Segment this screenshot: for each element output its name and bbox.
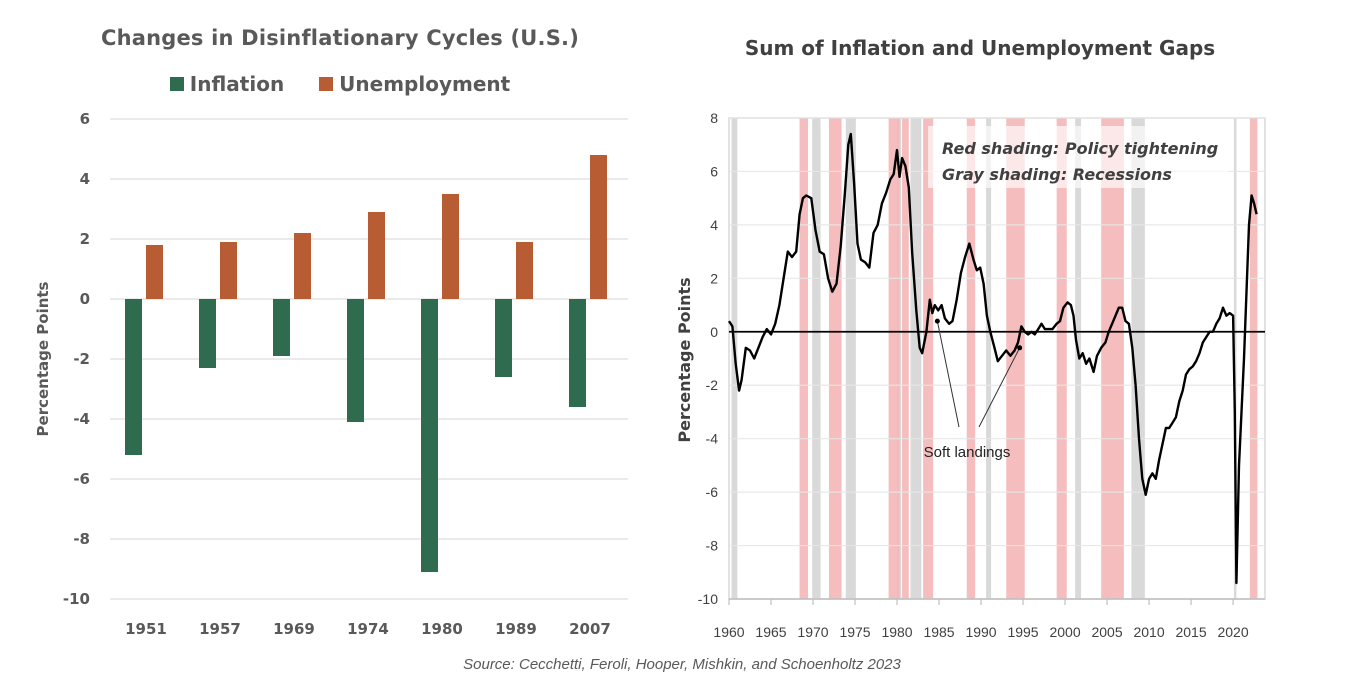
x-tick-label: 1951 xyxy=(125,620,167,638)
policy-tightening-band xyxy=(1056,118,1067,599)
recession-band xyxy=(986,118,992,599)
recession-band xyxy=(910,118,922,599)
recession-band xyxy=(812,118,821,599)
bar-unemployment-1957 xyxy=(220,242,237,299)
bar-unemployment-1980 xyxy=(442,194,459,299)
bar-inflation-1989 xyxy=(495,299,512,377)
x-tick-label: 1969 xyxy=(273,620,315,638)
policy-tightening-band xyxy=(828,118,842,599)
policy-tightening-band xyxy=(902,118,909,599)
y-tick-label: 0 xyxy=(710,324,718,340)
x-tick-label: 1975 xyxy=(839,624,870,640)
y-tick-label: 0 xyxy=(80,290,90,308)
x-tick-label: 1995 xyxy=(1007,624,1038,640)
y-tick-label: -6 xyxy=(73,470,90,488)
policy-tightening-band xyxy=(1249,118,1258,599)
x-tick-label: 2020 xyxy=(1217,624,1248,640)
policy-tightening-band xyxy=(923,118,934,599)
x-tick-label: 2010 xyxy=(1133,624,1164,640)
y-tick-label: 2 xyxy=(80,230,90,248)
legend-label-unemployment: Unemployment xyxy=(339,72,511,96)
legend-item-inflation: Inflation xyxy=(169,72,285,96)
y-tick-label: 6 xyxy=(80,110,90,128)
bar-inflation-1974 xyxy=(347,299,364,422)
right-chart-title: Sum of Inflation and Unemployment Gaps xyxy=(744,36,1216,60)
x-tick-label: 2000 xyxy=(1049,624,1080,640)
bar-unemployment-1969 xyxy=(294,233,311,299)
y-tick-label: 4 xyxy=(80,170,90,188)
bar-inflation-1969 xyxy=(273,299,290,356)
policy-tightening-band xyxy=(1006,118,1025,599)
left-chart-legend: Inflation Unemployment xyxy=(20,72,660,96)
x-tick-label: 2005 xyxy=(1091,624,1122,640)
x-tick-label: 1974 xyxy=(347,620,389,638)
x-tick-label: 1990 xyxy=(965,624,996,640)
y-tick-label: -2 xyxy=(706,377,719,393)
y-tick-label: 6 xyxy=(710,163,718,179)
policy-tightening-band xyxy=(888,118,900,599)
y-tick-label: -8 xyxy=(706,538,719,554)
policy-tightening-band xyxy=(1101,118,1124,599)
y-tick-label: -10 xyxy=(698,591,718,607)
x-tick-label: 2007 xyxy=(569,620,611,638)
legend-item-unemployment: Unemployment xyxy=(319,72,510,96)
y-axis-title: Percentage Points xyxy=(675,277,694,442)
x-tick-label: 1960 xyxy=(713,624,744,640)
y-tick-label: -4 xyxy=(73,410,90,428)
x-tick-label: 2015 xyxy=(1175,624,1206,640)
legend-swatch-unemployment xyxy=(319,77,334,91)
annotation-arrow xyxy=(936,320,960,428)
left-bar-chart: 6 4 2 0 -2 -4 -6 -8 -10 Percentage Points 1951 1957… xyxy=(34,110,628,638)
legend-swatch-inflation xyxy=(169,77,184,91)
bar-inflation-1951 xyxy=(125,299,142,455)
x-tick-label: 1985 xyxy=(923,624,954,640)
bar-inflation-1980 xyxy=(421,299,438,572)
policy-tightening-band xyxy=(966,118,976,599)
x-tick-label: 1989 xyxy=(495,620,537,638)
right-line-chart: 8 6 4 2 0 -2 -4 -6 -8 -10 Red shading: Policy tigh… xyxy=(675,110,1266,640)
bar-unemployment-1989 xyxy=(516,242,533,299)
y-tick-label: 8 xyxy=(710,110,718,126)
source-note: Source: Cecchetti, Feroli, Hooper, Mishk… xyxy=(463,656,901,673)
bar-unemployment-1974 xyxy=(368,212,385,299)
y-tick-label: -4 xyxy=(706,431,719,447)
y-tick-label: -6 xyxy=(706,484,719,500)
y-tick-label: 4 xyxy=(710,217,718,233)
annotation-arrow xyxy=(978,347,1021,428)
gap-sum-line xyxy=(727,132,1258,585)
bar-inflation-1957 xyxy=(199,299,216,368)
recession-band xyxy=(845,118,856,599)
bar-inflation-2007 xyxy=(569,299,586,407)
legend-note-box xyxy=(928,126,1228,188)
policy-tightening-band xyxy=(799,118,808,599)
shading-note: Gray shading: Recessions xyxy=(942,165,1172,184)
left-chart-title: Changes in Disinflationary Cycles (U.S.) xyxy=(100,26,580,50)
annotation-arrowhead xyxy=(1017,345,1023,351)
bar-unemployment-2007 xyxy=(590,155,607,299)
x-tick-label: 1970 xyxy=(797,624,828,640)
recession-band xyxy=(1233,118,1237,599)
x-tick-label: 1965 xyxy=(755,624,786,640)
shading-note: Red shading: Policy tightening xyxy=(942,139,1218,158)
bar-unemployment-1951 xyxy=(146,245,163,299)
legend-label-inflation: Inflation xyxy=(189,72,285,96)
x-tick-label: 1980 xyxy=(881,624,912,640)
recession-band xyxy=(1075,118,1082,599)
annotation-label: Soft landings xyxy=(924,444,1011,461)
x-tick-label: 1957 xyxy=(199,620,241,638)
y-tick-label: 2 xyxy=(710,270,718,286)
x-tick-label: 1980 xyxy=(421,620,463,638)
annotation-arrowhead xyxy=(934,318,940,324)
y-axis-title: Percentage Points xyxy=(34,281,52,436)
y-tick-label: -10 xyxy=(63,590,90,608)
y-tick-label: -2 xyxy=(73,350,90,368)
y-tick-label: -8 xyxy=(73,530,90,548)
